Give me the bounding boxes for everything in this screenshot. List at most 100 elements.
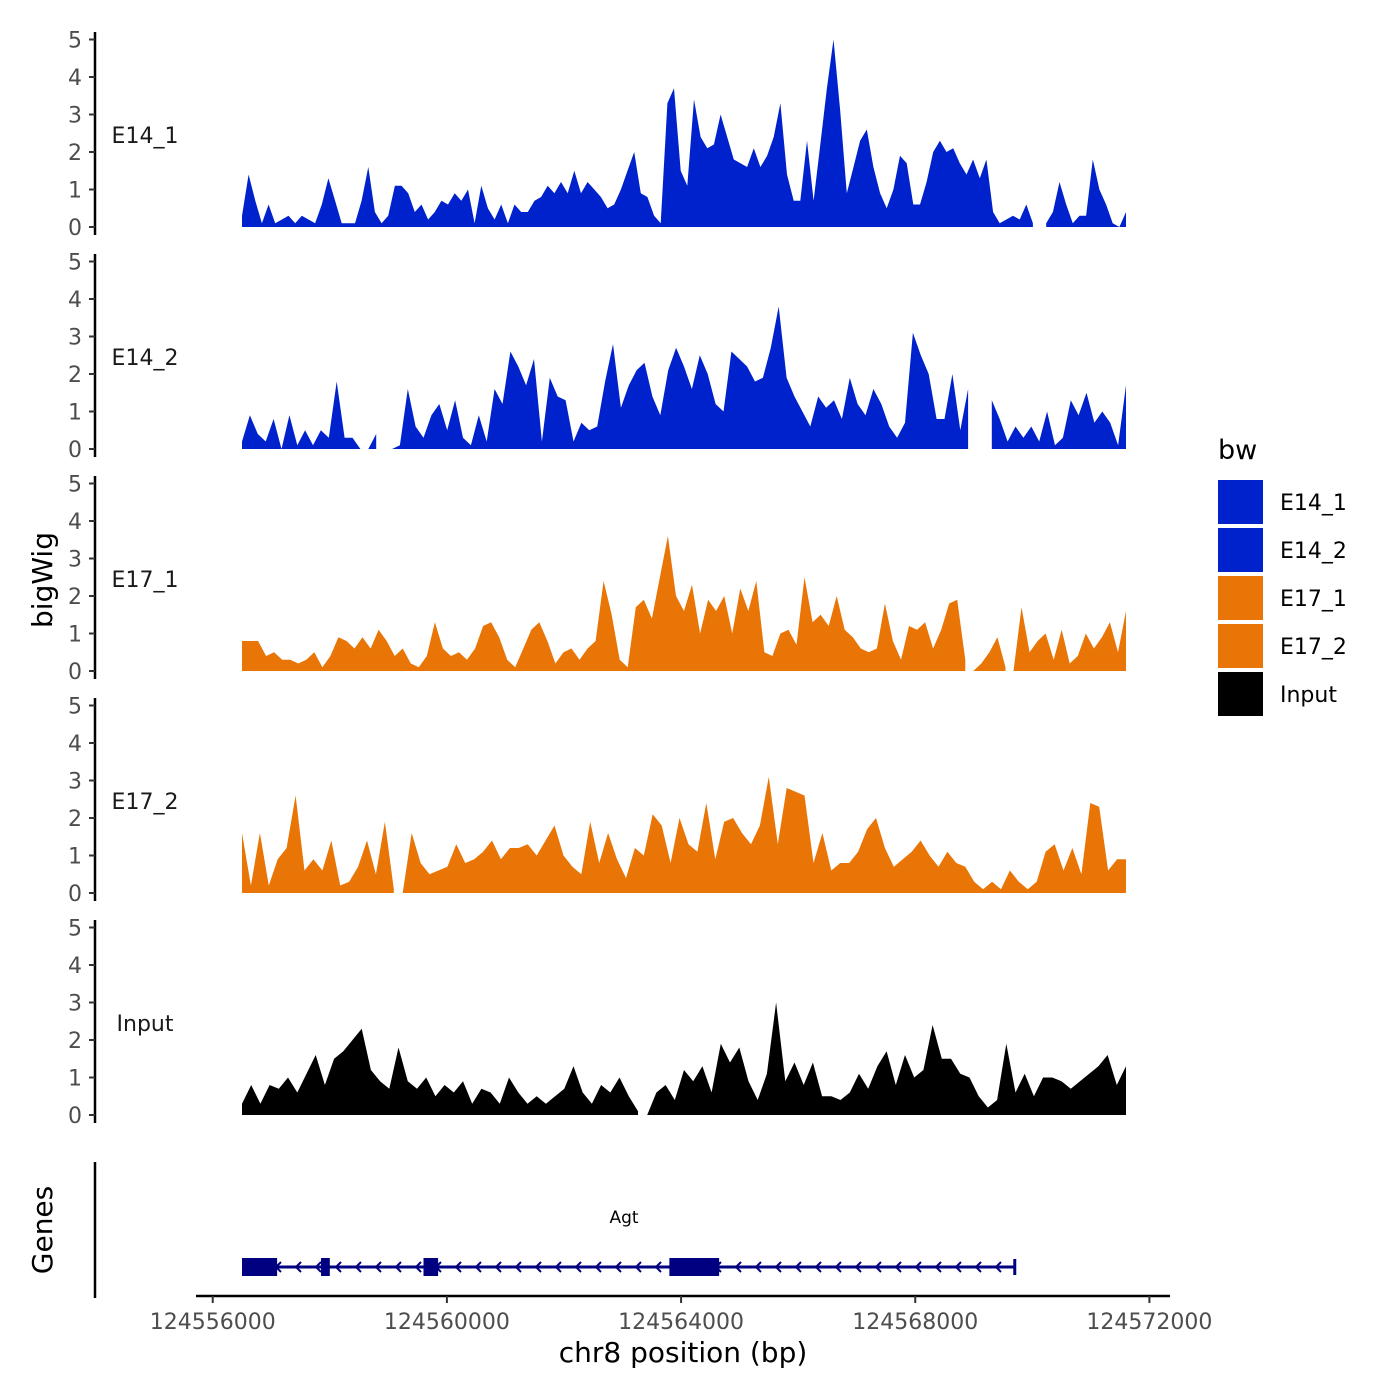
genes-track: Genes Agt — [26, 1162, 1017, 1298]
x-axis-title: chr8 position (bp) — [559, 1336, 808, 1369]
track-e17-2: 0 1 2 3 4 5 E17_2 — [68, 695, 1126, 907]
y-tick-label-e17-1-2: 2 — [68, 585, 82, 610]
legend-swatch-e17-2 — [1218, 624, 1263, 668]
gene-strand-arrow-28 — [794, 1261, 802, 1273]
y-tick-label-e14-1-3: 3 — [68, 104, 82, 129]
gene-strand-arrow-26 — [754, 1261, 762, 1273]
legend-title: bw — [1218, 435, 1257, 466]
x-tick-label-124572000: 124572000 — [1086, 1310, 1212, 1335]
track-label-e17-1: E17_1 — [112, 568, 179, 593]
signal-area-input-2 — [647, 1002, 1126, 1115]
signal-tracks: 0 1 2 3 4 5 E14_1 0 1 2 3 4 5 E14_2 0 1 2 3 4 5 E17_1 0 1 2 3 4 5 E… — [68, 29, 1126, 1129]
gene-strand-arrow-16 — [554, 1261, 562, 1273]
legend-label-e17-1: E17_1 — [1280, 587, 1347, 612]
signal-area-e17-1-2 — [973, 637, 1006, 671]
gene-name-label: Agt — [609, 1208, 638, 1228]
legend-label-e14-2: E14_2 — [1280, 539, 1347, 564]
gene-strand-arrow-29 — [814, 1261, 822, 1273]
gene-strand-arrow-21 — [654, 1261, 662, 1273]
legend-swatch-e14-1 — [1218, 480, 1263, 524]
y-tick-label-input-4: 4 — [68, 954, 82, 979]
track-label-e14-1: E14_1 — [112, 124, 179, 149]
legend-label-input: Input — [1280, 683, 1337, 708]
signal-area-input-1 — [242, 1028, 638, 1115]
legend-label-e14-1: E14_1 — [1280, 491, 1347, 516]
gene-strand-arrow-34 — [914, 1261, 922, 1273]
gene-strand-arrow-36 — [954, 1261, 962, 1273]
gene-strand-arrow-27 — [774, 1261, 782, 1273]
x-tick-label-124560000: 124560000 — [384, 1310, 510, 1335]
signal-area-e14-1-1 — [242, 39, 1033, 227]
gene-exon-2 — [321, 1258, 330, 1276]
gene-strand-arrow-13 — [494, 1261, 502, 1273]
signal-area-e14-2-2 — [392, 306, 969, 449]
legend-swatch-e14-2 — [1218, 528, 1263, 572]
y-tick-label-e17-1-0: 0 — [68, 660, 82, 685]
y-tick-label-e17-2-0: 0 — [68, 882, 82, 907]
y-tick-label-e17-2-3: 3 — [68, 770, 82, 795]
y-tick-label-e14-1-4: 4 — [68, 66, 82, 91]
signal-area-e17-1-3 — [1013, 607, 1126, 671]
genes-track-title: Genes — [26, 1186, 59, 1274]
y-tick-label-e14-2-3: 3 — [68, 326, 82, 351]
gene-strand-arrow-31 — [854, 1261, 862, 1273]
y-tick-label-e17-1-4: 4 — [68, 510, 82, 535]
track-e14-2: 0 1 2 3 4 5 E14_2 — [68, 251, 1126, 463]
gene-strand-arrow-5 — [334, 1261, 342, 1273]
y-axis-title: bigWig — [26, 532, 59, 628]
x-tick-label-124568000: 124568000 — [852, 1310, 978, 1335]
y-tick-label-e14-2-5: 5 — [68, 251, 82, 276]
y-tick-label-e14-1-1: 1 — [68, 179, 82, 204]
y-tick-label-e14-1-2: 2 — [68, 141, 82, 166]
y-tick-label-e17-2-5: 5 — [68, 695, 82, 720]
signal-area-e14-2-1 — [242, 381, 377, 449]
y-tick-label-input-5: 5 — [68, 917, 82, 942]
gene-strand-arrow-7 — [374, 1261, 382, 1273]
signal-area-e17-2-2 — [402, 776, 1126, 893]
gene-strand-arrow-15 — [534, 1261, 542, 1273]
y-tick-label-e17-1-3: 3 — [68, 548, 82, 573]
gene-strand-arrow-14 — [514, 1261, 522, 1273]
x-tick-label-124564000: 124564000 — [618, 1310, 744, 1335]
gene-strand-arrow-30 — [834, 1261, 842, 1273]
gene-strand-arrow-17 — [574, 1261, 582, 1273]
signal-area-e14-2-3 — [991, 385, 1126, 449]
gene-strand-arrow-4 — [314, 1261, 322, 1273]
track-label-input: Input — [117, 1012, 174, 1037]
legend: bw E14_1 E14_2 E17_1 E17_2 Input — [1218, 435, 1347, 716]
y-tick-label-e14-1-0: 0 — [68, 216, 82, 241]
gene-strand-arrow-6 — [354, 1261, 362, 1273]
track-label-e14-2: E14_2 — [112, 346, 179, 371]
track-label-e17-2: E17_2 — [112, 790, 179, 815]
signal-area-e17-1-1 — [242, 536, 966, 671]
y-tick-label-e17-2-2: 2 — [68, 807, 82, 832]
y-tick-label-e17-2-4: 4 — [68, 732, 82, 757]
y-tick-label-e17-1-1: 1 — [68, 623, 82, 648]
gene-strand-arrow-9 — [414, 1261, 422, 1273]
gene-exon-1 — [242, 1258, 278, 1276]
gene-exon-4 — [669, 1258, 720, 1276]
y-tick-label-e14-2-1: 1 — [68, 401, 82, 426]
legend-swatch-input — [1218, 672, 1263, 716]
y-tick-label-e17-1-5: 5 — [68, 473, 82, 498]
gene-strand-arrow-19 — [614, 1261, 622, 1273]
signal-area-e14-1-2 — [1046, 159, 1126, 227]
x-tick-label-124556000: 124556000 — [150, 1310, 276, 1335]
y-tick-label-input-3: 3 — [68, 992, 82, 1017]
legend-swatch-e17-1 — [1218, 576, 1263, 620]
track-e17-1: 0 1 2 3 4 5 E17_1 — [68, 473, 1126, 685]
track-e14-1: 0 1 2 3 4 5 E14_1 — [68, 29, 1126, 241]
gene-exon-3 — [423, 1258, 439, 1276]
y-tick-label-e14-2-2: 2 — [68, 363, 82, 388]
y-tick-label-input-2: 2 — [68, 1029, 82, 1054]
signal-area-e17-2-1 — [242, 795, 394, 893]
x-axis: 124556000 124560000 124564000 124568000 1245… — [150, 1294, 1212, 1335]
gene-strand-arrow-11 — [454, 1261, 462, 1273]
gene-strand-arrow-35 — [934, 1261, 942, 1273]
y-tick-label-e14-2-4: 4 — [68, 288, 82, 313]
y-tick-label-input-0: 0 — [68, 1104, 82, 1129]
gene-strand-arrow-32 — [874, 1261, 882, 1273]
y-tick-label-e14-1-5: 5 — [68, 29, 82, 54]
track-input: 0 1 2 3 4 5 Input — [68, 917, 1126, 1129]
